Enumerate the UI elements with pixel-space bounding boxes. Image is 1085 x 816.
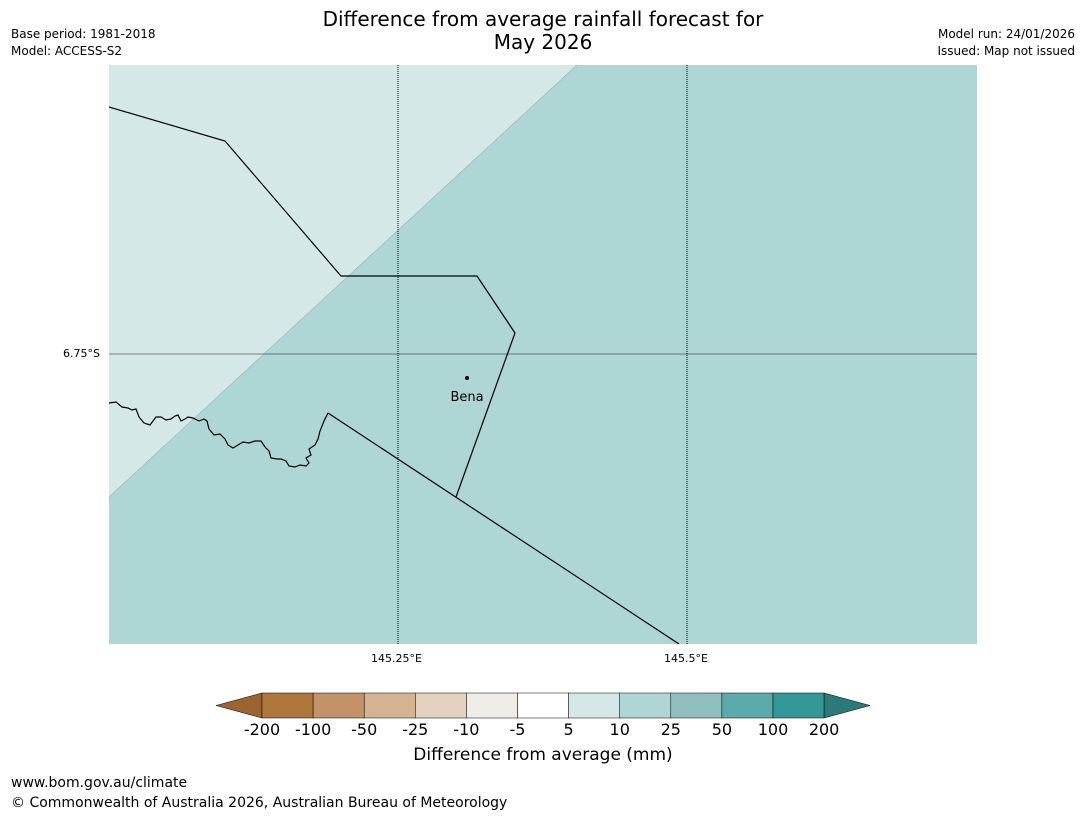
base-period: Base period: 1981-2018 [11,27,156,41]
province-border-south [327,412,680,644]
colorbar-tick-label: -10 [453,720,480,739]
title-line-2: May 2026 [493,30,593,54]
province-border-river [109,401,329,468]
region-boundary-line [109,65,578,498]
colorbar-tick-label: -5 [509,720,526,739]
colorbar-cell [363,692,416,719]
colorbar-tick-label: 100 [757,720,789,739]
colorbar-arrow-low [216,692,263,719]
colorbar-cell [619,692,672,719]
colorbar-arrow-high [823,692,870,719]
colorbar-cell [772,692,825,719]
map-panel[interactable]: Bena [109,65,977,644]
colorbar-cell [312,692,365,719]
meta-right: Model run: 24/01/2026 Issued: Map not is… [937,26,1075,60]
meta-left: Base period: 1981-2018 Model: ACCESS-S2 [11,26,156,60]
colorbar [216,692,870,719]
bena-marker[interactable] [465,376,469,380]
colorbar-title: Difference from average (mm) [413,745,673,765]
colorbar-cell [415,692,467,719]
footer-url-link[interactable]: www.bom.gov.au/climate [11,775,188,791]
map-title: Difference from average rainfall forecas… [243,8,843,54]
title-line-1: Difference from average rainfall forecas… [322,7,764,31]
colorbar-tick-label: -200 [243,720,281,739]
colorbar-cell [568,692,620,719]
colorbar-tick-label: 50 [711,720,733,739]
colorbar-tick-label: -100 [294,720,332,739]
lon-tick-label-145-5: 145.5°E [664,652,708,665]
model-name: Model: ACCESS-S2 [11,44,123,58]
colorbar-tick-label: 5 [563,720,574,739]
colorbar-tick-label: -25 [402,720,429,739]
colorbar-tick-label: 25 [660,720,681,739]
issued-status: Issued: Map not issued [937,44,1075,58]
province-border-north [109,106,516,498]
model-run: Model run: 24/01/2026 [937,27,1075,41]
colorbar-cell [466,692,518,719]
colorbar-cell [517,692,569,719]
colorbar-cell [670,692,723,719]
bena-label: Bena [450,390,483,405]
colorbar-tick-label: 200 [808,720,840,739]
colorbar-cell [721,692,774,719]
colorbar-cell [261,692,314,719]
colorbar-tick-label: -50 [351,720,378,739]
lat-tick-label: 6.75°S [63,347,100,360]
colorbar-tick-label: 10 [609,720,630,739]
footer-copyright: © Commonwealth of Australia 2026, Austra… [11,795,508,811]
lon-tick-label-145-25: 145.25°E [371,652,422,665]
